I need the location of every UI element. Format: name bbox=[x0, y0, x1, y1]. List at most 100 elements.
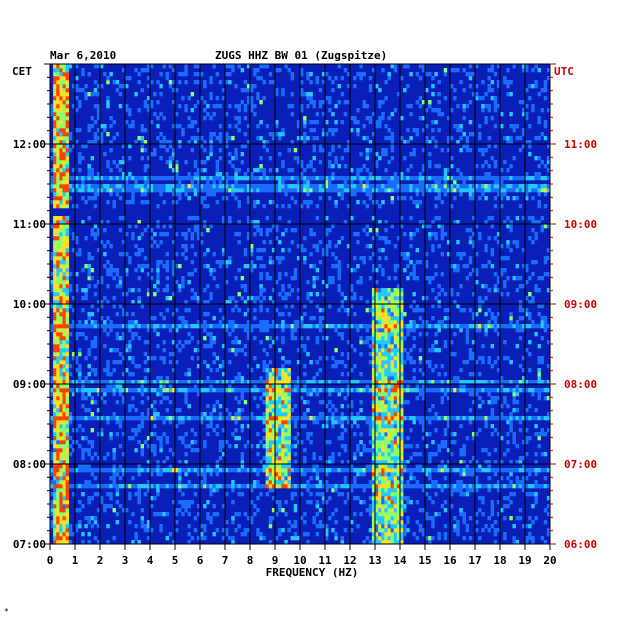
spectrogram-cell bbox=[284, 512, 288, 517]
spectrogram-cell bbox=[262, 348, 266, 353]
spectrogram-cell bbox=[153, 232, 157, 237]
spectrogram-cell bbox=[112, 484, 116, 489]
spectrogram-cell bbox=[393, 380, 398, 385]
spectrogram-cell bbox=[309, 492, 313, 497]
spectrogram-cell bbox=[528, 472, 532, 477]
spectrogram-cell bbox=[378, 484, 382, 489]
spectrogram-cell bbox=[134, 320, 138, 325]
spectrogram-cell bbox=[521, 264, 526, 269]
spectrogram-cell bbox=[440, 440, 445, 445]
spectrogram-cell bbox=[300, 424, 304, 429]
spectrogram-cell bbox=[390, 532, 395, 537]
spectrogram-cell bbox=[215, 184, 220, 189]
spectrogram-cell bbox=[434, 428, 438, 433]
spectrogram-cell bbox=[468, 228, 473, 233]
spectrogram-cell bbox=[100, 304, 104, 309]
spectrogram-cell bbox=[131, 324, 135, 329]
spectrogram-cell bbox=[112, 464, 116, 469]
spectrogram-cell bbox=[134, 524, 138, 529]
spectrogram-cell bbox=[140, 420, 145, 425]
spectrogram-cell bbox=[375, 396, 379, 401]
spectrogram-cell bbox=[87, 532, 91, 537]
spectrogram-cell bbox=[65, 408, 70, 413]
spectrogram-cell bbox=[184, 192, 188, 197]
spectrogram-cell bbox=[265, 452, 270, 457]
spectrogram-cell bbox=[356, 484, 360, 489]
spectrogram-cell bbox=[50, 224, 54, 229]
spectrogram-cell bbox=[343, 380, 348, 385]
spectrogram-cell bbox=[56, 180, 60, 185]
spectrogram-cell bbox=[340, 292, 345, 297]
spectrogram-cell bbox=[50, 200, 54, 205]
spectrogram-cell bbox=[190, 232, 195, 237]
spectrogram-cell bbox=[59, 352, 63, 357]
spectrogram-cell bbox=[393, 296, 398, 301]
spectrogram-cell bbox=[281, 392, 285, 397]
spectrogram-cell bbox=[421, 388, 426, 393]
spectrogram-cell bbox=[453, 468, 457, 473]
spectrogram-cell bbox=[303, 188, 307, 193]
spectrogram-cell bbox=[428, 536, 432, 541]
spectrogram-cell bbox=[59, 316, 63, 321]
spectrogram-cell bbox=[56, 220, 60, 225]
spectrogram-cell bbox=[300, 516, 304, 521]
spectrogram-cell bbox=[456, 252, 460, 257]
spectrogram-cell bbox=[268, 360, 273, 365]
spectrogram-cell bbox=[390, 196, 395, 201]
spectrogram-cell bbox=[168, 188, 173, 193]
spectrogram-cell bbox=[303, 372, 307, 377]
spectrogram-cell bbox=[278, 396, 282, 401]
spectrogram-cell bbox=[531, 296, 535, 301]
spectrogram-cell bbox=[378, 356, 382, 361]
spectrogram-cell bbox=[115, 268, 120, 273]
spectrogram-cell bbox=[387, 468, 391, 473]
spectrogram-cell bbox=[140, 520, 145, 525]
spectrogram-cell bbox=[84, 288, 88, 293]
spectrogram-cell bbox=[403, 184, 407, 189]
spectrogram-cell bbox=[284, 304, 288, 309]
spectrogram-cell bbox=[250, 260, 254, 265]
spectrogram-cell bbox=[281, 340, 285, 345]
spectrogram-cell bbox=[50, 416, 54, 421]
spectrogram-cell bbox=[312, 464, 316, 469]
spectrogram-cell bbox=[490, 412, 495, 417]
spectrogram-cell bbox=[200, 200, 204, 205]
spectrogram-cell bbox=[259, 416, 263, 421]
spectrogram-cell bbox=[231, 488, 235, 493]
spectrogram-cell bbox=[384, 424, 388, 429]
spectrogram-cell bbox=[412, 476, 416, 481]
spectrogram-cell bbox=[400, 288, 404, 293]
spectrogram-cell bbox=[265, 352, 270, 357]
spectrogram-cell bbox=[390, 296, 395, 301]
spectrogram-cell bbox=[184, 508, 188, 513]
spectrogram-cell bbox=[90, 344, 95, 349]
spectrogram-cell bbox=[340, 492, 345, 497]
spectrogram-cell bbox=[162, 360, 166, 365]
spectrogram-cell bbox=[353, 432, 357, 437]
spectrogram-cell bbox=[390, 188, 395, 193]
spectrogram-cell bbox=[162, 384, 166, 389]
spectrogram-cell bbox=[271, 496, 276, 501]
spectrogram-cell bbox=[281, 444, 285, 449]
spectrogram-cell bbox=[259, 288, 263, 293]
spectrogram-cell bbox=[343, 428, 348, 433]
spectrogram-cell bbox=[100, 416, 104, 421]
spectrogram-cell bbox=[243, 288, 248, 293]
spectrogram-cell bbox=[362, 380, 366, 385]
spectrogram-cell bbox=[187, 500, 191, 505]
spectrogram-cell bbox=[437, 464, 441, 469]
spectrogram-cell bbox=[418, 200, 423, 205]
spectrogram-cell bbox=[481, 324, 485, 329]
spectrogram-cell bbox=[540, 188, 545, 193]
spectrogram-cell bbox=[140, 412, 145, 417]
spectrogram-cell bbox=[337, 260, 341, 265]
spectrogram-cell bbox=[375, 404, 379, 409]
spectrogram-cell bbox=[384, 500, 388, 505]
spectrogram-cell bbox=[265, 324, 270, 329]
spectrogram-cell bbox=[212, 504, 216, 509]
spectrogram-cell bbox=[381, 188, 385, 193]
spectrogram-cell bbox=[478, 308, 482, 313]
spectrogram-cell bbox=[331, 264, 335, 269]
spectrogram-cell bbox=[400, 460, 404, 465]
spectrogram-cell bbox=[393, 300, 398, 305]
